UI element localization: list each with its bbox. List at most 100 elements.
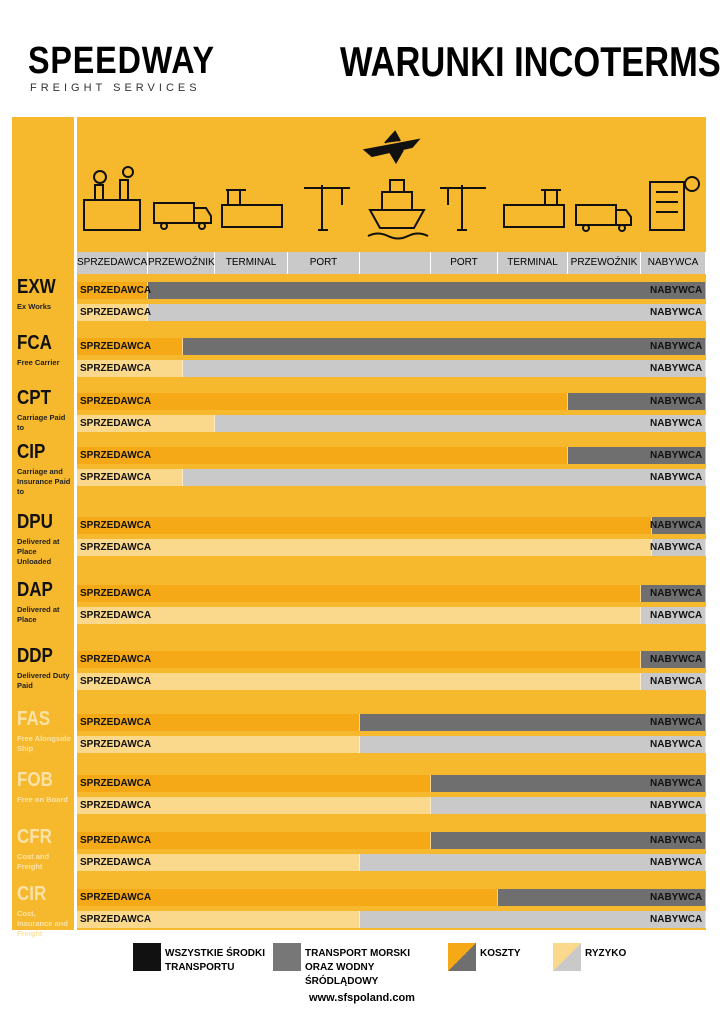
risk-seller-bar — [77, 304, 148, 321]
risk-buyer-bar — [641, 607, 706, 624]
truck-icon — [153, 202, 212, 230]
column-header: PRZEWOŹNIK — [568, 252, 641, 274]
seller-label: SPRZEDAWCA — [80, 307, 152, 318]
buyer-label: NABYWCA — [650, 520, 703, 531]
cost-seller-bar — [77, 517, 652, 534]
term-desc: Ex Works — [17, 302, 52, 311]
buyer-label: NABYWCA — [650, 307, 703, 318]
risk-buyer-bar — [360, 736, 706, 753]
cost-buyer-bar — [641, 651, 706, 668]
seller-label: SPRZEDAWCA — [80, 676, 152, 687]
buyer-label: NABYWCA — [650, 835, 703, 846]
buyer-label: NABYWCA — [650, 739, 703, 750]
buyer-label: NABYWCA — [650, 676, 703, 687]
legend-label: RYZYKO — [585, 948, 627, 959]
crane-icon — [304, 185, 350, 231]
term-desc: Delivered at Place Unloaded — [17, 537, 60, 566]
left-column — [12, 117, 77, 930]
plane-icon — [362, 130, 421, 164]
buyer-label: NABYWCA — [650, 800, 703, 811]
cost-buyer-bar — [431, 832, 706, 849]
buyer-label: NABYWCA — [650, 418, 703, 429]
legend-label: WSZYSTKIE ŚRODKI TRANSPORTU — [165, 948, 266, 973]
buyer-label: NABYWCA — [650, 341, 703, 352]
cost-seller-bar — [77, 282, 148, 299]
term-code: CPT — [17, 387, 51, 409]
risk-buyer-bar — [431, 797, 706, 814]
buyer-label: NABYWCA — [650, 450, 703, 461]
seller-label: SPRZEDAWCA — [80, 892, 152, 903]
buyer-label: NABYWCA — [650, 857, 703, 868]
buyer-label: NABYWCA — [650, 542, 703, 553]
legend-swatch — [273, 943, 301, 971]
risk-buyer-bar — [148, 304, 706, 321]
legend-swatch — [448, 943, 476, 971]
term-desc: Free Alongside Ship — [17, 734, 71, 753]
cost-buyer-bar — [652, 517, 706, 534]
cost-seller-bar — [77, 775, 431, 792]
risk-buyer-bar — [641, 673, 706, 690]
column-header: PORT — [288, 252, 360, 274]
cost-seller-bar — [77, 585, 641, 602]
risk-seller-bar — [77, 415, 215, 432]
term-code: DPU — [17, 511, 53, 533]
term-code: CFR — [17, 826, 52, 848]
term-desc: Carriage Paid to — [17, 413, 66, 432]
risk-buyer-bar — [360, 911, 706, 928]
risk-seller-bar — [77, 854, 360, 871]
term-code: DAP — [17, 579, 53, 601]
column-header: PORT — [431, 252, 498, 274]
column-header: TERMINAL — [215, 252, 288, 274]
cost-seller-bar — [77, 447, 568, 464]
seller-label: SPRZEDAWCA — [80, 588, 152, 599]
column-header: PRZEWOŹNIK — [148, 252, 215, 274]
risk-seller-bar — [77, 797, 431, 814]
term-desc: Cost, Insurance and Freight — [17, 909, 68, 938]
truck-icon — [575, 204, 632, 232]
seller-label: SPRZEDAWCA — [80, 914, 152, 925]
crane-icon — [440, 185, 486, 231]
risk-seller-bar — [77, 673, 641, 690]
seller-label: SPRZEDAWCA — [80, 418, 152, 429]
legend-swatch — [133, 943, 161, 971]
risk-seller-bar — [77, 607, 641, 624]
footer: www.sfspoland.com — [309, 992, 415, 1004]
cost-seller-bar — [77, 714, 360, 731]
seller-label: SPRZEDAWCA — [80, 396, 152, 407]
cost-buyer-bar — [568, 447, 706, 464]
term-code: DDP — [17, 645, 53, 667]
legend-swatch — [553, 943, 581, 971]
risk-buyer-bar — [215, 415, 706, 432]
term-code: FCA — [17, 332, 52, 354]
risk-seller-bar — [77, 469, 183, 486]
term-code: CIP — [17, 441, 46, 463]
term-code: FAS — [17, 708, 51, 730]
title: WARUNKI INCOTERMS — [340, 38, 721, 85]
cost-seller-bar — [77, 393, 568, 410]
brand: SPEEDWAY — [28, 40, 215, 82]
column-header: SPRZEDAWCA — [77, 252, 148, 274]
term-code: FOB — [17, 769, 53, 791]
term-desc: Cost and Freight — [17, 852, 50, 871]
buyer-label: NABYWCA — [650, 892, 703, 903]
brand-sub: FREIGHT SERVICES — [30, 82, 201, 94]
seller-label: SPRZEDAWCA — [80, 542, 152, 553]
risk-seller-bar — [77, 539, 652, 556]
column-header: NABYWCA — [641, 252, 706, 274]
cost-buyer-bar — [183, 338, 706, 355]
buyer-label: NABYWCA — [650, 285, 703, 296]
legend-label: KOSZTY — [480, 948, 521, 959]
seller-label: SPRZEDAWCA — [80, 654, 152, 665]
cost-seller-bar — [77, 889, 498, 906]
seller-label: SPRZEDAWCA — [80, 520, 152, 531]
term-desc: Carriage and Insurance Paid to — [17, 467, 71, 496]
buyer-label: NABYWCA — [650, 363, 703, 374]
buyer-label: NABYWCA — [650, 654, 703, 665]
term-desc: Delivered Duty Paid — [17, 671, 70, 690]
buyer-label: NABYWCA — [650, 717, 703, 728]
factory-icon — [83, 166, 141, 231]
seller-label: SPRZEDAWCA — [80, 341, 152, 352]
risk-buyer-bar — [183, 360, 706, 377]
building-icon — [649, 176, 700, 231]
